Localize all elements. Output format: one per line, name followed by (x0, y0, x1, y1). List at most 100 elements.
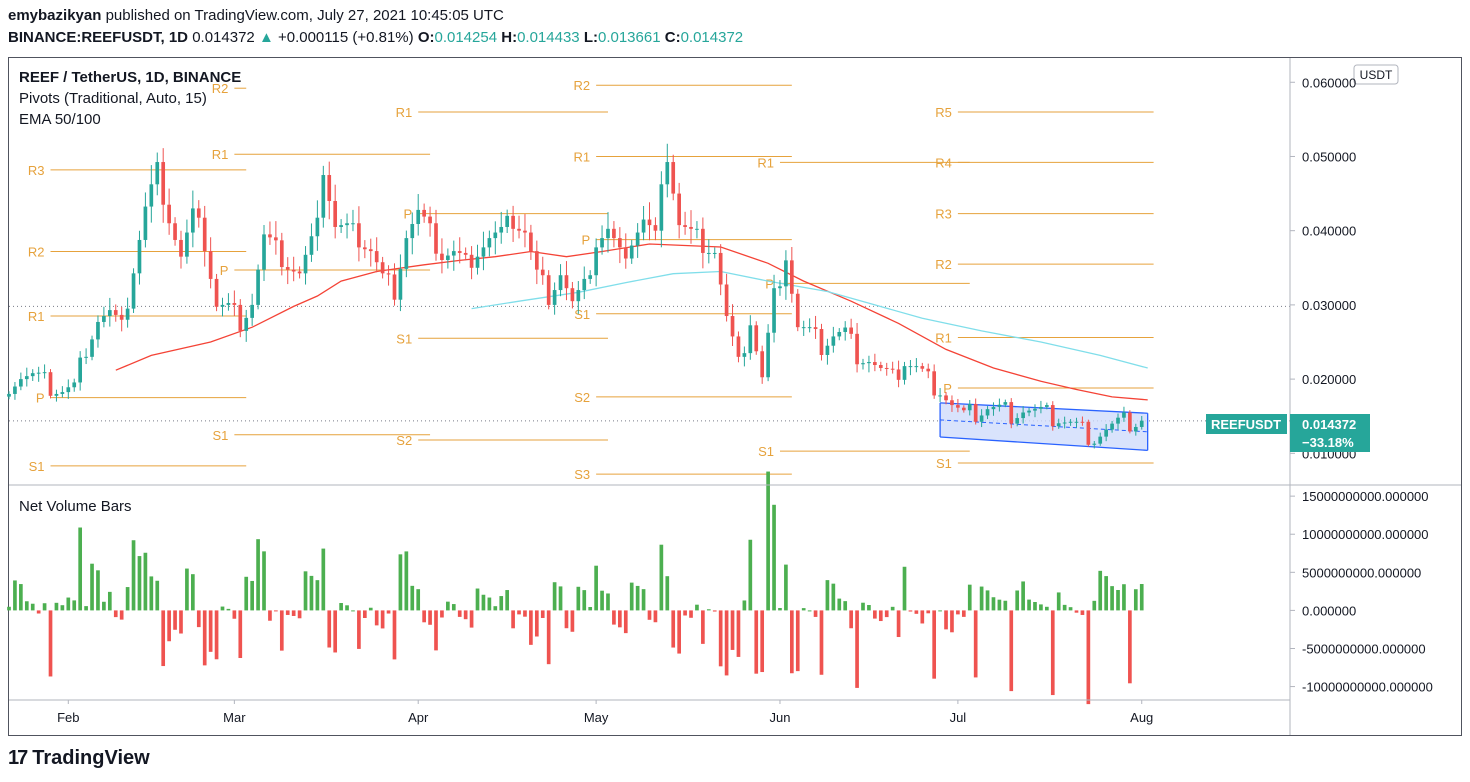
volume-bar (1068, 607, 1073, 611)
candle-body (481, 247, 486, 257)
last-price-tag (1290, 414, 1370, 452)
volume-bar (60, 605, 65, 611)
legend-ema[interactable]: EMA 50/100 (19, 111, 101, 128)
volume-tick-label: -10000000000.000000 (1302, 680, 1433, 695)
volume-bar (819, 610, 824, 675)
candle-body (392, 274, 397, 300)
time-tick-label: Mar (223, 710, 246, 725)
candle-body (600, 238, 604, 248)
candle-body (125, 308, 130, 320)
candle-body (956, 405, 960, 408)
candle-body (66, 387, 71, 393)
volume-bar (446, 601, 450, 611)
volume-bar (42, 603, 47, 611)
candle-body (1074, 421, 1079, 423)
volume-bar (232, 610, 237, 619)
candle-body (78, 357, 83, 383)
candle-body (855, 333, 859, 365)
candle-body (202, 217, 207, 252)
ema50-line (115, 243, 1148, 401)
arrow-up-icon: ▲ (258, 29, 274, 46)
volume-tick-label: 5000000000.000000 (1302, 565, 1421, 580)
tradingview-logo[interactable]: 17 TradingView (8, 747, 150, 770)
time-tick-label: May (584, 710, 609, 725)
candle-body (274, 237, 278, 241)
volume-bar (594, 565, 598, 611)
candle-body (701, 228, 705, 253)
pivot-label: R1 (396, 105, 413, 120)
candle-body (30, 373, 35, 377)
candle-body (671, 162, 676, 194)
volume-bar (950, 610, 954, 633)
candle-body (161, 162, 166, 205)
volume-bar (967, 584, 972, 611)
volume-bar (985, 590, 990, 611)
candle-body (48, 372, 53, 396)
volume-bar (362, 610, 367, 618)
pivot-label: S1 (212, 428, 228, 443)
volume-bar (701, 610, 705, 644)
volume-bar (718, 610, 723, 667)
volume-bar (956, 610, 960, 615)
candle-body (665, 162, 670, 185)
candle-body (1104, 429, 1108, 437)
volume-bar (647, 610, 652, 620)
candle-body (339, 225, 343, 227)
candle-body (718, 252, 723, 285)
price-change: +0.000115 (+0.81%) (277, 29, 414, 46)
volume-bar (825, 580, 830, 611)
candle-body (1128, 412, 1132, 432)
candle-body (914, 366, 919, 368)
volume-bar (125, 587, 130, 611)
legend-volume[interactable]: Net Volume Bars (19, 498, 132, 515)
price-tick-label: 0.020000 (1302, 372, 1356, 387)
candle-body (570, 288, 575, 302)
volume-bar (1086, 610, 1091, 705)
volume-bar (351, 610, 355, 612)
volume-bar (1003, 600, 1008, 611)
volume-bar (262, 551, 266, 611)
volume-bar (13, 580, 17, 611)
volume-bar (997, 599, 1002, 611)
candle-body (386, 273, 391, 275)
candle-body (950, 400, 954, 406)
candle-body (695, 228, 699, 230)
currency-badge[interactable] (1353, 64, 1399, 85)
published-text: published on TradingView.com, July 27, 2… (105, 7, 504, 24)
volume-bar (469, 610, 474, 628)
candle-body (623, 247, 628, 259)
candle-body (985, 409, 990, 416)
volume-bar (742, 600, 747, 611)
candle-body (36, 372, 41, 374)
candle-body (440, 253, 444, 260)
volume-bar (1133, 589, 1138, 611)
volume-bar (712, 610, 717, 612)
candle-body (683, 225, 687, 227)
volume-bar (724, 610, 729, 676)
candle-body (54, 393, 59, 396)
volume-bar (564, 610, 569, 629)
candle-body (303, 254, 308, 274)
candle-body (795, 293, 800, 328)
pivot-label: R2 (28, 244, 45, 259)
volume-bar (66, 597, 71, 611)
author-name[interactable]: emybazikyan (8, 7, 102, 24)
candle-body (967, 403, 972, 411)
volume-bar (641, 589, 646, 611)
candle-body (167, 204, 171, 224)
pivot-label: R1 (28, 309, 45, 324)
candle-body (1068, 421, 1073, 423)
volume-bar (481, 594, 486, 611)
volume-bar (1098, 570, 1103, 611)
candle-body (179, 239, 183, 257)
legend-pivots[interactable]: Pivots (Traditional, Auto, 15) (19, 90, 207, 107)
volume-bar (582, 590, 587, 611)
candle-body (137, 239, 142, 274)
volume-bar (1062, 604, 1067, 611)
volume-bar (789, 610, 794, 674)
candle-body (979, 415, 984, 422)
candle-body (297, 271, 302, 274)
volume-bar (730, 610, 735, 650)
candle-body (505, 215, 510, 227)
